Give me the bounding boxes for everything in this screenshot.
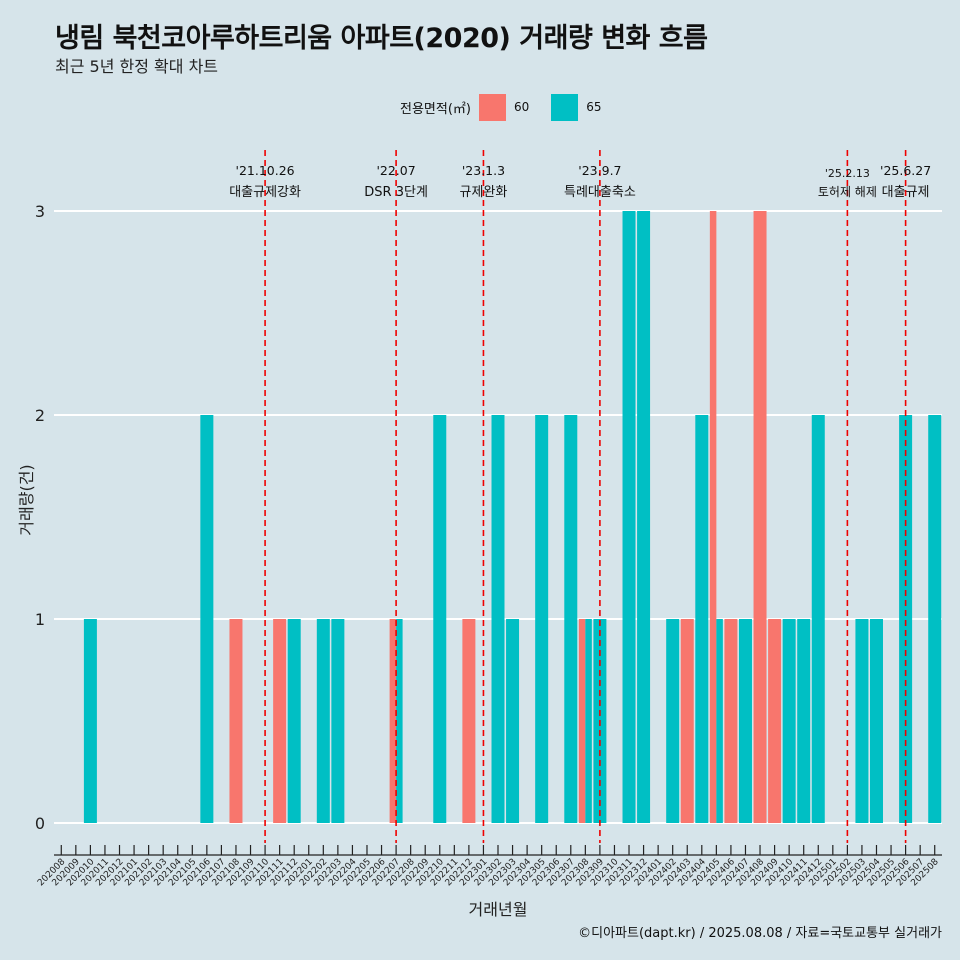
- bar-65-202010: [83, 619, 97, 823]
- bar-65-202207: [396, 619, 403, 823]
- bar-60-202406: [724, 619, 738, 823]
- bar-65-202308: [585, 619, 592, 823]
- legend: 전용면적(㎡) 60 65: [400, 93, 624, 121]
- bar-65-202402: [666, 619, 680, 823]
- bar-65-202303: [506, 619, 520, 823]
- bar-60-202405: [709, 211, 717, 823]
- bar-60-202408: [753, 211, 767, 823]
- legend-swatch-60: [478, 93, 506, 121]
- x-axis-title: 거래년월: [469, 900, 528, 919]
- bar-60-202108: [229, 619, 243, 823]
- event-label: DSR 3단계: [364, 185, 428, 200]
- legend-label-60: 60: [513, 100, 530, 114]
- bar-65-202210: [433, 415, 447, 823]
- y-tick-label: 0: [35, 814, 45, 833]
- event-label: 대출규제강화: [229, 185, 301, 200]
- bar-65-202307: [564, 415, 578, 823]
- legend-title: 전용면적(㎡): [400, 101, 471, 117]
- y-tick-label: 2: [35, 406, 45, 425]
- bar-60-202111: [273, 619, 287, 823]
- event-date-label: '21.10.26: [236, 163, 295, 178]
- bar-65-202305: [535, 415, 549, 823]
- chart-title: 냉림 북천코아루하트리움 아파트(2020) 거래량 변화 흐름: [55, 23, 708, 54]
- bar-65-202412: [811, 415, 825, 823]
- bar-65-202112: [287, 619, 301, 823]
- bar-60-202212: [462, 619, 476, 823]
- bar-65-202504: [869, 619, 883, 823]
- bar-65-202202: [316, 619, 330, 823]
- event-date-label: '23.1.3: [462, 163, 505, 178]
- bar-65-202404: [695, 415, 709, 823]
- bar-60-202308: [578, 619, 586, 823]
- bar-65-202411: [797, 619, 811, 823]
- event-date-label: '25.2.13: [825, 167, 870, 180]
- legend-swatch-65: [551, 93, 579, 121]
- bar-65-202302: [491, 415, 505, 823]
- bar-65-202311: [622, 211, 636, 823]
- bar-65-202203: [331, 619, 345, 823]
- bar-65-202312: [637, 211, 651, 823]
- event-date-label: '25.6.27: [880, 163, 931, 178]
- bar-60-202409: [768, 619, 782, 823]
- event-label: 규제완화: [460, 185, 508, 200]
- event-label: 특례대출축소: [564, 185, 636, 200]
- y-tick-label: 1: [35, 610, 45, 629]
- y-tick-label: 3: [35, 202, 45, 221]
- bar-60-202403: [680, 619, 694, 823]
- event-date-label: '23.9.7: [578, 163, 621, 178]
- source-caption: ©디아파트(dapt.kr) / 2025.08.08 / 자료=국토교통부 실…: [578, 926, 942, 941]
- legend-label-65: 65: [586, 100, 602, 114]
- bar-65-202506: [899, 415, 913, 823]
- bar-65-202405: [716, 619, 723, 823]
- event-date-label: '22.07: [376, 163, 415, 178]
- y-axis-title: 거래량(건): [17, 464, 36, 535]
- bar-65-202410: [782, 619, 796, 823]
- event-label: 대출규제: [882, 185, 930, 200]
- event-label: 토허제 해제: [818, 185, 877, 199]
- bar-65-202106: [200, 415, 214, 823]
- chart-subtitle: 최근 5년 한정 확대 차트: [55, 57, 219, 76]
- bar-60-202207: [389, 619, 397, 823]
- bar-65-202503: [855, 619, 869, 823]
- bar-65-202407: [738, 619, 752, 823]
- bar-65-202508: [928, 415, 942, 823]
